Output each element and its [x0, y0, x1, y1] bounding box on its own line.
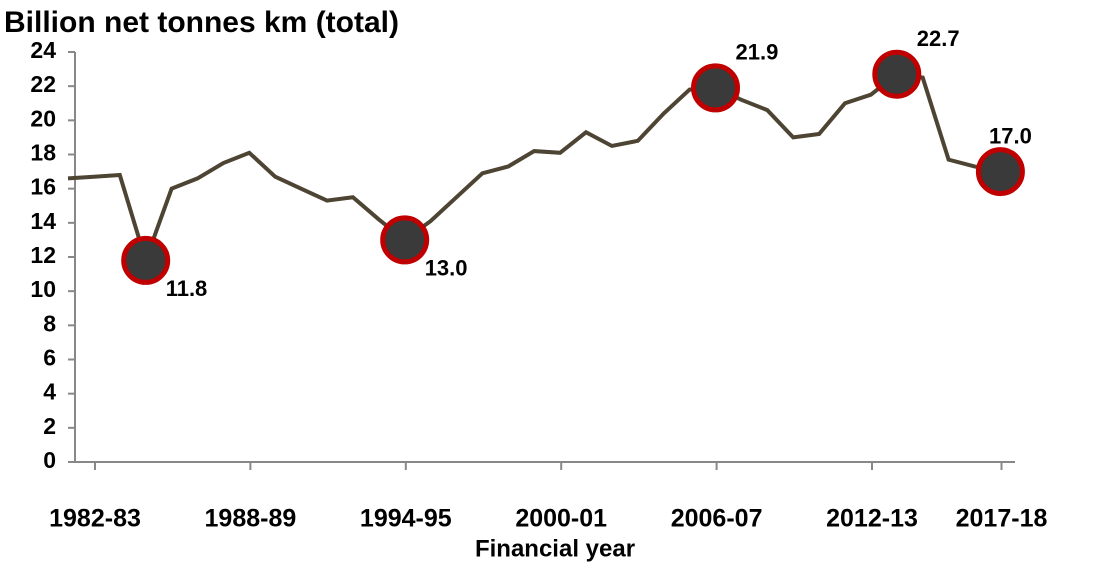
y-tick-label: 6 [43, 345, 56, 371]
y-tick-label: 14 [30, 208, 56, 234]
marker [121, 235, 171, 285]
y-tick-label: 0 [43, 447, 56, 473]
chart-title: Billion net tonnes km (total) [4, 6, 399, 39]
x-tick-label: 2000-01 [515, 505, 607, 533]
marker [380, 215, 430, 265]
x-tick-label: 1988-89 [205, 505, 297, 533]
y-tick-label: 24 [30, 37, 56, 63]
data-label: 21.9 [736, 40, 779, 65]
y-tick-label: 20 [30, 105, 56, 131]
y-tick-label: 2 [43, 413, 56, 439]
data-label: 11.8 [166, 276, 208, 301]
marker [691, 63, 740, 113]
x-tick-label: 2006-07 [671, 505, 763, 533]
marker [975, 147, 1025, 197]
y-tick-label: 18 [30, 140, 56, 166]
y-tick-label: 4 [43, 379, 56, 405]
line [67, 72, 1001, 267]
y-tick-label: 16 [30, 174, 56, 200]
x-tick-label: 1994-95 [360, 505, 452, 533]
y-tick-label: 8 [43, 310, 56, 336]
y-tick-label: 22 [30, 71, 56, 97]
marker [872, 49, 922, 99]
y-tick-label: 10 [30, 276, 56, 302]
x-tick-label: 2012-13 [826, 505, 918, 533]
x-tick-label: 2017-18 [956, 505, 1048, 533]
x-axis-title: Financial year [475, 535, 635, 562]
data-label: 13.0 [425, 256, 468, 281]
data-label: 22.7 [917, 26, 960, 51]
y-tick-label: 12 [30, 242, 56, 268]
x-tick-label: 1982-83 [49, 505, 141, 533]
data-label: 17.0 [989, 123, 1032, 148]
